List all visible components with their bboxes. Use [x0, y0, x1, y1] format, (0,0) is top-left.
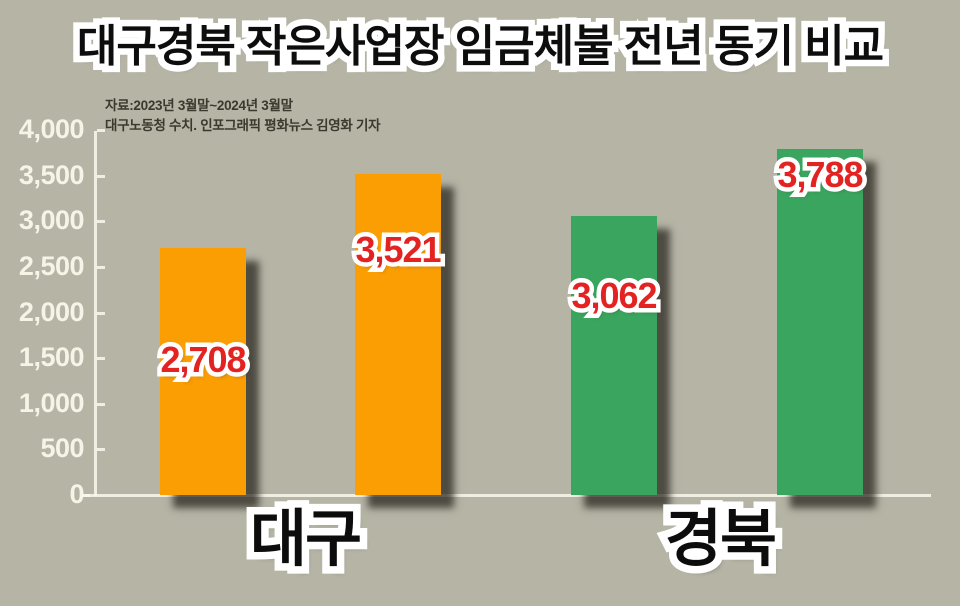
- y-tick-mark: [97, 448, 105, 452]
- bar-value-text: 2,708: [160, 339, 246, 380]
- bar-value-label: 3,788 3,788: [773, 152, 868, 197]
- category-label-gyeongbuk: 경북 경북: [657, 497, 784, 581]
- y-tick-mark: [97, 129, 105, 132]
- y-tick-mark: [97, 402, 105, 406]
- y-tick-label: 1,500: [18, 342, 85, 373]
- bar-daegu-prev-year: 2,708 2,708: [156, 248, 251, 495]
- bar-value-outline: 2,708: [156, 337, 251, 382]
- y-tick-mark: [97, 311, 105, 315]
- y-tick-mark: [97, 357, 105, 361]
- chart-title-text: 대구경북 작은사업장 임금체불 전년 동기 비교: [76, 22, 884, 71]
- bar-value-label: 3,062 3,062: [567, 273, 662, 318]
- bar-gyeongbuk-prev-year: 3,062 3,062: [567, 216, 662, 495]
- y-tick-label: 3,000: [18, 205, 85, 236]
- source-note-line-1: 자료:2023년 3월말~2024년 3월말: [105, 98, 293, 113]
- source-note-line-2: 대구노동청 수치. 인포그래픽 평화뉴스 김영화 기자: [105, 117, 381, 133]
- chart-title-outline: 대구경북 작은사업장 임금체불 전년 동기 비교: [70, 16, 890, 78]
- y-tick-mark: [97, 220, 105, 224]
- y-tick-label: 2,500: [18, 250, 85, 281]
- bar-value-outline: 3,062: [567, 273, 662, 318]
- bar-value-label: 3,521 3,521: [351, 227, 446, 272]
- y-tick-label: 4,000: [18, 114, 85, 144]
- category-label-text: 대구: [249, 505, 362, 574]
- y-tick-label: 0: [69, 479, 84, 509]
- y-tick-mark: [82, 494, 90, 497]
- category-label-daegu: 대구 대구: [242, 497, 369, 581]
- bar-value-text: 3,521: [355, 229, 441, 270]
- y-tick-mark: [97, 174, 105, 178]
- chart-title: 대구경북 작은사업장 임금체불 전년 동기 비교 대구경북 작은사업장 임금체불…: [70, 16, 890, 78]
- y-tick-label: 1,000: [18, 387, 85, 418]
- y-axis-line: [94, 131, 97, 496]
- bar-daegu-curr-year: 3,521 3,521: [351, 174, 446, 495]
- bar-value-label: 2,708 2,708: [156, 337, 251, 382]
- bar-value-text: 3,062: [571, 275, 657, 316]
- bar-value-outline: 3,521: [351, 227, 446, 272]
- x-axis-line: [82, 494, 931, 497]
- category-label-outline: 경북: [657, 497, 784, 581]
- y-tick-label: 2,000: [18, 296, 85, 327]
- y-tick-label: 3,500: [18, 159, 85, 190]
- y-tick-mark: [97, 265, 105, 269]
- category-label-outline: 대구: [242, 497, 369, 581]
- bar-value-text: 3,788: [777, 154, 863, 195]
- bar-gyeongbuk-curr-year: 3,788 3,788: [773, 149, 868, 495]
- y-tick-label: 500: [40, 433, 84, 464]
- bar-value-outline: 3,788: [773, 152, 868, 197]
- category-label-text: 경북: [664, 505, 777, 574]
- source-note: 자료:2023년 3월말~2024년 3월말 대구노동청 수치. 인포그래픽 평…: [105, 96, 381, 135]
